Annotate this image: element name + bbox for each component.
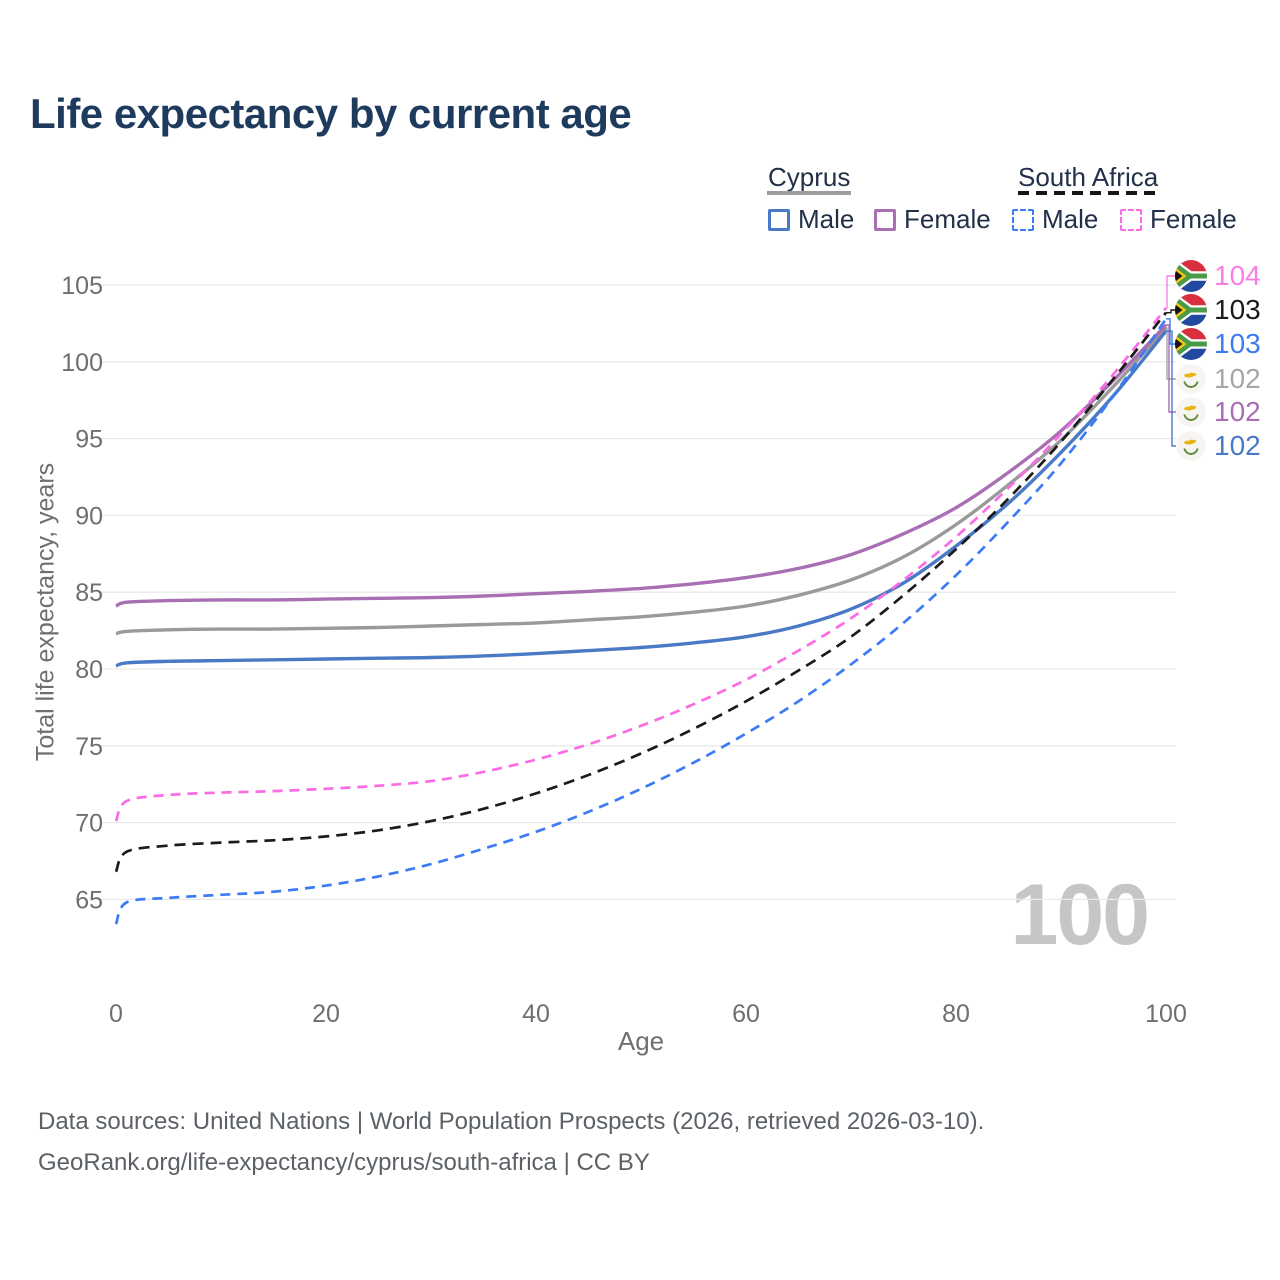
end-label-cy-male: 102 bbox=[1175, 428, 1261, 464]
svg-text:40: 40 bbox=[522, 1000, 550, 1028]
south-africa-both-line-swatch bbox=[1018, 191, 1162, 195]
legend-label: Female bbox=[904, 204, 991, 234]
legend-title-south-africa[interactable]: South Africa bbox=[1018, 162, 1159, 192]
cy-male-line[interactable] bbox=[115, 330, 1168, 668]
svg-text:100: 100 bbox=[61, 349, 103, 377]
svg-text:80: 80 bbox=[75, 656, 103, 684]
svg-text:0: 0 bbox=[109, 1000, 123, 1028]
gridlines bbox=[100, 284, 1176, 901]
series-lines[interactable] bbox=[114, 307, 1168, 925]
svg-text:95: 95 bbox=[75, 426, 103, 454]
legend-item-cyprus-female[interactable]: Female bbox=[874, 204, 991, 235]
svg-text:20: 20 bbox=[312, 1000, 340, 1028]
legend-item-south-africa-male[interactable]: Male bbox=[1012, 204, 1098, 235]
end-label-cy-female: 102 bbox=[1175, 394, 1261, 430]
legend-title-cyprus[interactable]: Cyprus bbox=[768, 162, 851, 192]
svg-text:100: 100 bbox=[1145, 1000, 1187, 1028]
svg-text:75: 75 bbox=[75, 733, 103, 761]
cyprus-flag-icon bbox=[1176, 431, 1206, 461]
x-axis-title: Age bbox=[617, 1026, 665, 1056]
legend-label: Male bbox=[798, 204, 855, 234]
south-africa-flag-icon bbox=[1175, 294, 1207, 326]
cy-both-line[interactable] bbox=[115, 326, 1168, 636]
end-label-sa-male: 103 bbox=[1175, 326, 1261, 362]
page-title: Life expectancy by current age bbox=[30, 90, 632, 137]
svg-text:70: 70 bbox=[75, 810, 103, 838]
cyprus-flag-icon bbox=[1176, 364, 1206, 394]
y-axis-title: Total life expectancy, years bbox=[31, 462, 60, 762]
legend-item-south-africa-female[interactable]: Female bbox=[1120, 204, 1237, 235]
south-africa-flag-icon bbox=[1175, 328, 1207, 360]
south-africa-flag-icon bbox=[1175, 260, 1207, 292]
sa-female-line[interactable] bbox=[114, 307, 1168, 822]
svg-text:90: 90 bbox=[75, 502, 103, 530]
svg-text:105: 105 bbox=[61, 272, 103, 300]
legend-label: Male bbox=[1042, 204, 1099, 234]
south-africa-male-swatch-icon bbox=[1012, 208, 1034, 231]
end-label-sa-both: 103 bbox=[1175, 292, 1261, 328]
cyprus-male-swatch-icon bbox=[768, 208, 790, 231]
legend-label: Female bbox=[1150, 204, 1237, 234]
svg-text:85: 85 bbox=[75, 579, 103, 607]
cyprus-flag-icon bbox=[1176, 397, 1206, 427]
end-label-sa-female: 104 bbox=[1175, 258, 1261, 294]
end-label-leader-lines bbox=[1166, 275, 1176, 447]
axis-tick-labels: 65 70 75 80 85 90 95 100 105 0 20 40 60 80 100 bbox=[61, 272, 1187, 1028]
cyprus-both-line-swatch bbox=[767, 191, 851, 195]
sa-both-line[interactable] bbox=[114, 311, 1168, 873]
svg-text:80: 80 bbox=[942, 1000, 970, 1028]
data-source-line: Data sources: United Nations | World Pop… bbox=[38, 1108, 985, 1135]
sa-male-line[interactable] bbox=[114, 318, 1168, 925]
age-counter-watermark: 100 bbox=[1010, 867, 1150, 963]
source-url-line[interactable]: GeoRank.org/life-expectancy/cyprus/south… bbox=[38, 1149, 650, 1176]
cy-female-line[interactable] bbox=[115, 323, 1168, 608]
cyprus-female-swatch-icon bbox=[874, 208, 896, 231]
svg-text:60: 60 bbox=[732, 1000, 760, 1028]
end-label-cy-both: 102 bbox=[1175, 361, 1261, 397]
legend-item-cyprus-male[interactable]: Male bbox=[768, 204, 854, 235]
svg-text:65: 65 bbox=[75, 886, 103, 914]
south-africa-female-swatch-icon bbox=[1120, 208, 1142, 231]
